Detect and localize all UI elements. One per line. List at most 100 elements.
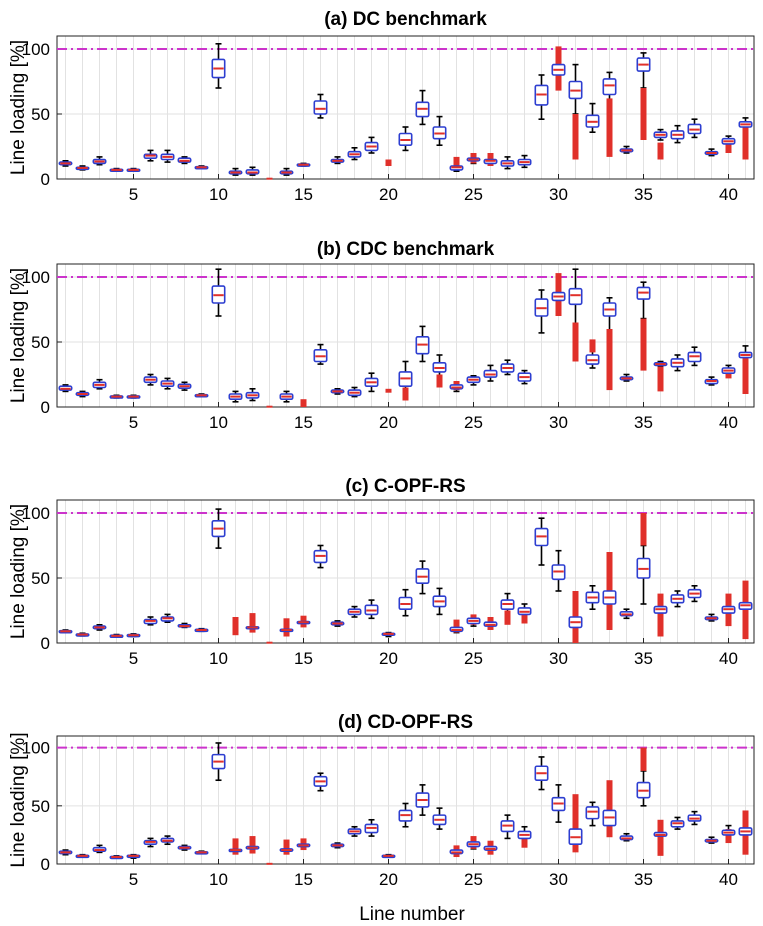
axes-frame — [56, 35, 755, 180]
outlier-band — [266, 177, 273, 180]
box-line-16 — [313, 544, 328, 569]
box-line-4 — [109, 394, 124, 399]
box-line-34 — [619, 608, 634, 620]
outlier-band — [640, 747, 647, 771]
box-line-22 — [415, 325, 430, 363]
outlier-band — [572, 114, 579, 160]
outlier-band — [266, 405, 273, 408]
box-line-28 — [517, 603, 532, 624]
y-axis-label: Line loading [%] — [8, 504, 29, 639]
box-line-26 — [483, 840, 498, 855]
box-line-30 — [551, 46, 566, 91]
box-line-36 — [653, 128, 668, 160]
y-tick-label: 0 — [41, 170, 50, 189]
y-tick-label: 50 — [31, 569, 50, 588]
outlier-band — [572, 794, 579, 853]
y-tick-label: 50 — [31, 105, 50, 124]
box-line-39 — [704, 836, 719, 844]
x-tick-label: 30 — [549, 185, 568, 204]
box-line-13 — [266, 641, 273, 644]
box-line-16 — [313, 772, 328, 792]
box-line-29 — [534, 756, 549, 791]
box-line-15 — [296, 838, 311, 851]
outlier-band — [640, 88, 647, 140]
box-line-23 — [432, 587, 447, 616]
x-tick-label: 5 — [129, 870, 138, 889]
outlier-band — [657, 366, 664, 392]
x-tick-label: 15 — [294, 413, 313, 432]
box-line-27 — [500, 592, 515, 625]
box-line-2 — [75, 853, 90, 859]
box-line-13 — [266, 405, 273, 408]
box-line-11 — [228, 167, 243, 176]
axes-frame — [56, 263, 755, 408]
box-line-12 — [245, 387, 260, 402]
x-tick-label: 40 — [719, 185, 738, 204]
outlier-band — [657, 819, 664, 856]
box-line-10 — [211, 42, 226, 89]
box-line-5 — [126, 167, 141, 173]
outlier-band — [283, 618, 290, 637]
box-line-10 — [211, 742, 226, 782]
box-line-36 — [653, 360, 668, 392]
box-line-14 — [279, 618, 294, 637]
box-line-15 — [296, 615, 311, 628]
box-line-6 — [143, 837, 158, 848]
y-tick-label: 0 — [41, 634, 50, 653]
box-line-23 — [432, 807, 447, 830]
box-line-18 — [347, 605, 362, 618]
box-line-3 — [92, 844, 107, 854]
box-line-39 — [704, 376, 719, 386]
box-line-37 — [670, 816, 685, 830]
panel-title: (d) CD-OPF-RS — [338, 712, 473, 733]
box-line-19 — [364, 136, 379, 154]
outlier-band — [249, 836, 256, 854]
box-line-41 — [738, 580, 753, 640]
x-tick-label: 40 — [719, 649, 738, 668]
box-line-9 — [194, 165, 209, 170]
x-tick-label: 10 — [209, 870, 228, 889]
box-line-26 — [483, 364, 498, 382]
box-line-27 — [500, 814, 515, 840]
box-line-10 — [211, 268, 226, 317]
box-line-3 — [92, 623, 107, 631]
box-line-7 — [160, 149, 175, 163]
box-line-6 — [143, 149, 158, 162]
box-line-12 — [245, 166, 260, 176]
box-line-30 — [551, 784, 566, 823]
box-line-20 — [385, 388, 392, 393]
outlier-band — [521, 836, 528, 848]
x-tick-label: 30 — [549, 870, 568, 889]
box-line-36 — [653, 819, 668, 856]
box-line-32 — [585, 102, 600, 133]
outlier-band — [725, 829, 732, 844]
box-line-22 — [415, 784, 430, 816]
x-tick-label: 20 — [379, 185, 398, 204]
box-line-20 — [381, 631, 396, 638]
box-line-16 — [313, 343, 328, 365]
y-tick-label: 100 — [22, 504, 50, 523]
box-line-41 — [738, 117, 753, 160]
box-line-18 — [347, 386, 362, 398]
box-line-8 — [177, 622, 192, 629]
y-axis-label: Line loading [%] — [8, 268, 29, 403]
outlier-band — [572, 322, 579, 362]
box-line-31 — [568, 268, 583, 362]
x-tick-label: 25 — [464, 649, 483, 668]
box-line-20 — [381, 853, 396, 859]
x-tick-label: 35 — [634, 870, 653, 889]
y-axis-label: Line loading [%] — [8, 40, 29, 175]
outlier-band — [232, 617, 239, 636]
box-line-11 — [232, 617, 239, 636]
y-tick-label: 0 — [41, 855, 50, 874]
box-line-35 — [636, 52, 651, 140]
box-line-1 — [58, 160, 73, 167]
box-line-37 — [670, 354, 685, 372]
box-line-33 — [602, 296, 617, 391]
box-line-35 — [636, 281, 651, 371]
box-line-24 — [449, 619, 464, 634]
outlier-band — [402, 387, 409, 401]
box-line-1 — [58, 384, 73, 393]
box-iqr — [568, 287, 583, 306]
box-line-28 — [517, 154, 532, 169]
